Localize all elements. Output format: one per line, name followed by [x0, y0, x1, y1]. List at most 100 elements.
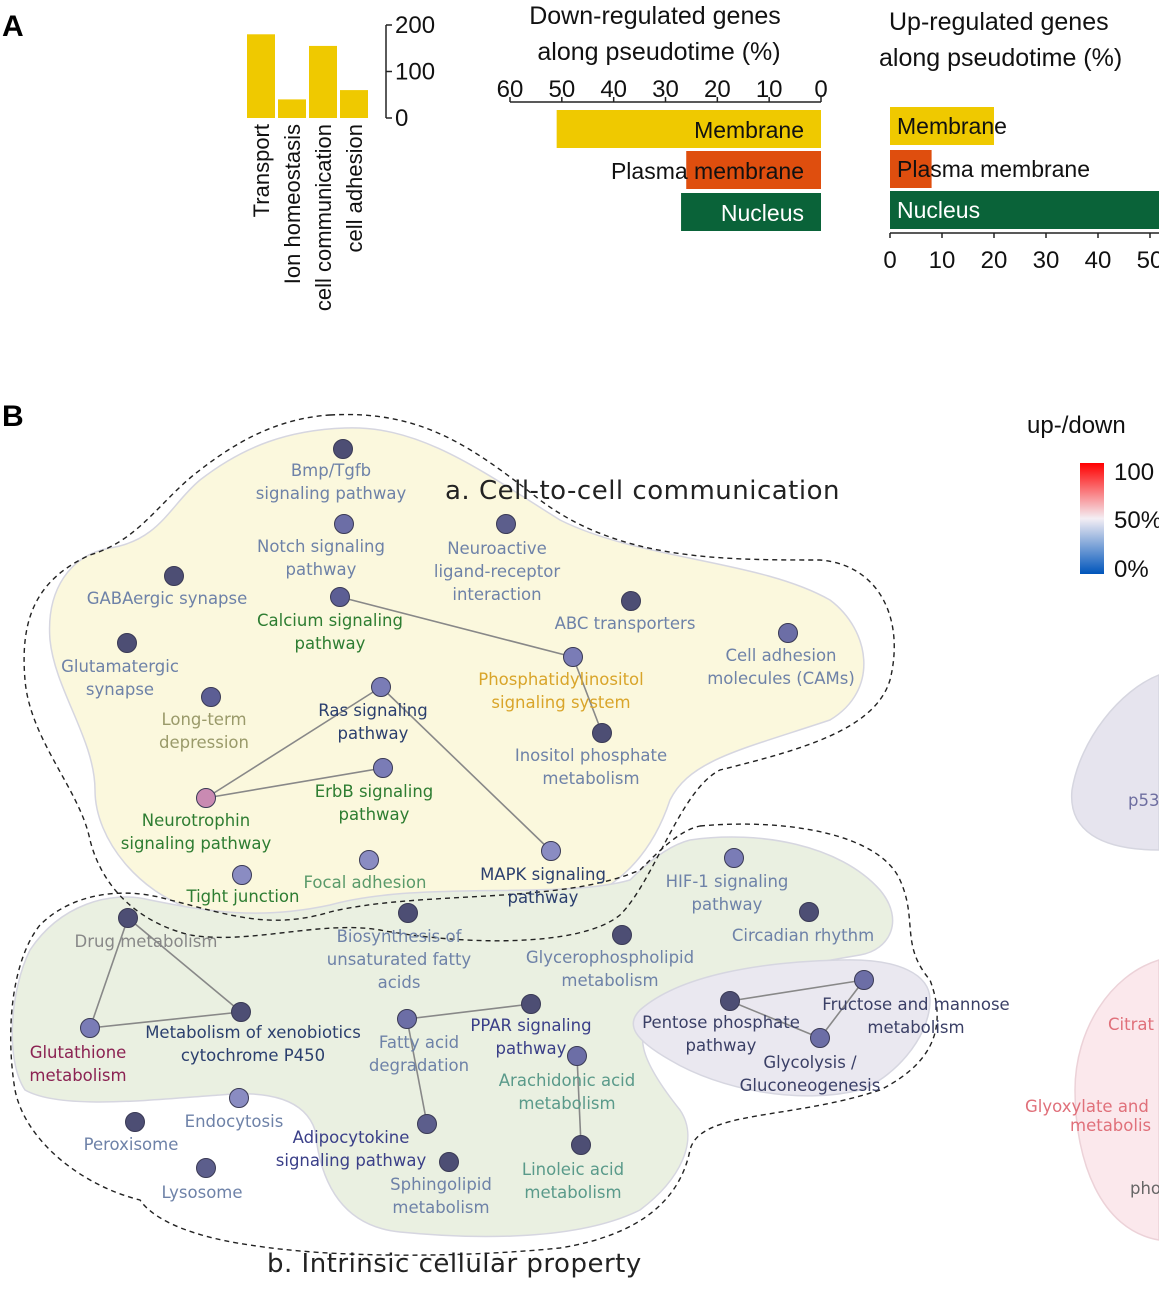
node-circle [398, 903, 418, 923]
node-label-line: Neurotrophin [142, 811, 250, 830]
node-label-line: Bmp/Tgfb [291, 461, 371, 480]
node-circle [563, 647, 583, 667]
node-sphingolipid: Sphingolipid metabolism [390, 1152, 492, 1217]
partial-label-glyoxylate: Glyoxylate and [1025, 1097, 1149, 1116]
y-tick-label: 100 [395, 59, 435, 86]
bar-up-membrane [890, 107, 994, 145]
up-title-line1: Up-regulated genes [889, 8, 1109, 36]
node-label-line: HIF-1 signaling [666, 872, 789, 891]
node-label-line: signaling system [491, 693, 630, 712]
node-label: Long-term depression [159, 710, 249, 752]
node-label-line: Linoleic acid [522, 1160, 624, 1179]
node-circle [117, 633, 137, 653]
category-label: cell adhesion [342, 124, 367, 252]
node-label-line: metabolism [524, 1183, 621, 1202]
bar-down-membrane [556, 110, 821, 148]
node-circle [125, 1112, 145, 1132]
node-label-line: ligand-receptor [434, 562, 560, 581]
edge-drug-xenobiotics [127, 917, 242, 1013]
node-label: Calcium signaling pathway [257, 611, 403, 653]
node-circle [333, 439, 353, 459]
bar-cell-adhesion [340, 90, 368, 118]
node-label-line: GABAergic synapse [87, 589, 248, 608]
node-circle [778, 623, 798, 643]
node-circle [854, 970, 874, 990]
edge-ras-neurotrophin [205, 686, 382, 799]
node-label: Biosynthesis of unsaturated fatty acids [327, 927, 472, 992]
node-label: Adipocytokine signaling pathway [276, 1128, 427, 1170]
node-xenobiotics: Metabolism of xenobiotics cytochrome P450 [145, 1002, 361, 1065]
cluster-outline-b [9, 823, 938, 1256]
node-phosphatidyl: Phosphatidylinositol signaling system [478, 647, 644, 712]
node-label: Endocytosis [185, 1112, 284, 1131]
node-circle [724, 848, 744, 868]
node-label-line: Fatty acid [379, 1033, 459, 1052]
node-label: PPAR signaling pathway [470, 1016, 591, 1058]
node-label: Neurotrophin signaling pathway [121, 811, 272, 853]
node-label: Peroxisome [84, 1135, 179, 1154]
node-label: Bmp/Tgfb signaling pathway [256, 461, 407, 503]
node-label-line: Glycerophospholipid [526, 948, 694, 967]
node-notch: Notch signaling pathway [257, 514, 385, 579]
node-label-line: metabolism [867, 1018, 964, 1037]
node-label-line: Focal adhesion [304, 873, 427, 892]
node-label-line: MAPK signaling [480, 865, 606, 884]
bar-down-plasma-membrane [686, 151, 821, 189]
node-label: ErbB signaling pathway [315, 782, 434, 824]
x-tick-label: 30 [652, 76, 679, 103]
node-label: Sphingolipid metabolism [390, 1175, 492, 1217]
y-tick-label: 200 [395, 12, 435, 39]
bar-down-nucleus [681, 193, 821, 231]
node-label-line: Circadian rhythm [732, 926, 874, 945]
node-mapk: MAPK signaling pathway [480, 841, 606, 907]
node-label-line: Neuroactive [447, 539, 547, 558]
down-title-line2: along pseudotime (%) [537, 38, 780, 66]
bar-label: Membrane [897, 113, 1007, 139]
node-focal: Focal adhesion [304, 850, 427, 892]
network-edges [89, 596, 865, 1146]
bar-up-plasma-membrane [890, 150, 932, 188]
bar-cell-communication [309, 45, 337, 118]
node-label: Tight junction [186, 887, 300, 906]
node-label-line: Drug metabolism [75, 932, 218, 951]
node-label: HIF-1 signaling pathway [666, 872, 789, 914]
edge-fattyacid-adipocytokine [406, 1018, 428, 1125]
node-label: Fatty acid degradation [369, 1033, 469, 1075]
up-title-line2: along pseudotime (%) [879, 44, 1122, 72]
node-label-line: pathway [338, 724, 409, 743]
node-circle [118, 908, 138, 928]
node-label-line: Gluconeogenesis [740, 1076, 881, 1095]
legend-tick-100: 100 [1114, 459, 1154, 486]
node-glycolysis: Glycolysis / Gluconeogenesis [740, 1028, 881, 1095]
cluster-hull-tca [1074, 959, 1159, 1241]
node-fructose: Fructose and mannose metabolism [822, 970, 1010, 1037]
legend-title: up-/down [1027, 412, 1126, 439]
edge-fattyacid-ppar [406, 1003, 532, 1020]
node-circle [80, 1018, 100, 1038]
node-ras: Ras signaling pathway [318, 677, 428, 743]
edge-pentose-fructose [729, 979, 865, 1002]
node-label: Arachidonic acid metabolism [499, 1071, 635, 1113]
node-circle [810, 1028, 830, 1048]
cluster-hull-b-lavender [632, 959, 931, 1097]
node-calcium: Calcium signaling pathway [257, 587, 403, 653]
node-label: Lysosome [161, 1183, 242, 1202]
x-tick-label: 40 [1085, 247, 1112, 274]
bar-transport [247, 34, 275, 118]
node-label: Fructose and mannose metabolism [822, 995, 1009, 1037]
node-label-line: Glutathione [30, 1043, 127, 1062]
x-tick-label: 30 [1033, 247, 1060, 274]
node-inositol: Inositol phosphate metabolism [515, 723, 667, 788]
legend-tick-50: 50% [1114, 507, 1159, 534]
node-label-line: Inositol phosphate [515, 746, 667, 765]
x-tick-label: 50 [548, 76, 575, 103]
panel-letter-b: B [2, 400, 24, 433]
node-label: Glycolysis / Gluconeogenesis [740, 1053, 881, 1095]
node-label: Glutamatergic synapse [61, 657, 179, 699]
node-label-line: ABC transporters [555, 614, 696, 633]
bar-up-nucleus [890, 191, 1159, 229]
node-endocytosis: Endocytosis [185, 1088, 284, 1131]
node-circle [439, 1152, 459, 1172]
node-label-line: Cell adhesion [725, 646, 836, 665]
bar-ion-homeostasis [278, 99, 306, 118]
